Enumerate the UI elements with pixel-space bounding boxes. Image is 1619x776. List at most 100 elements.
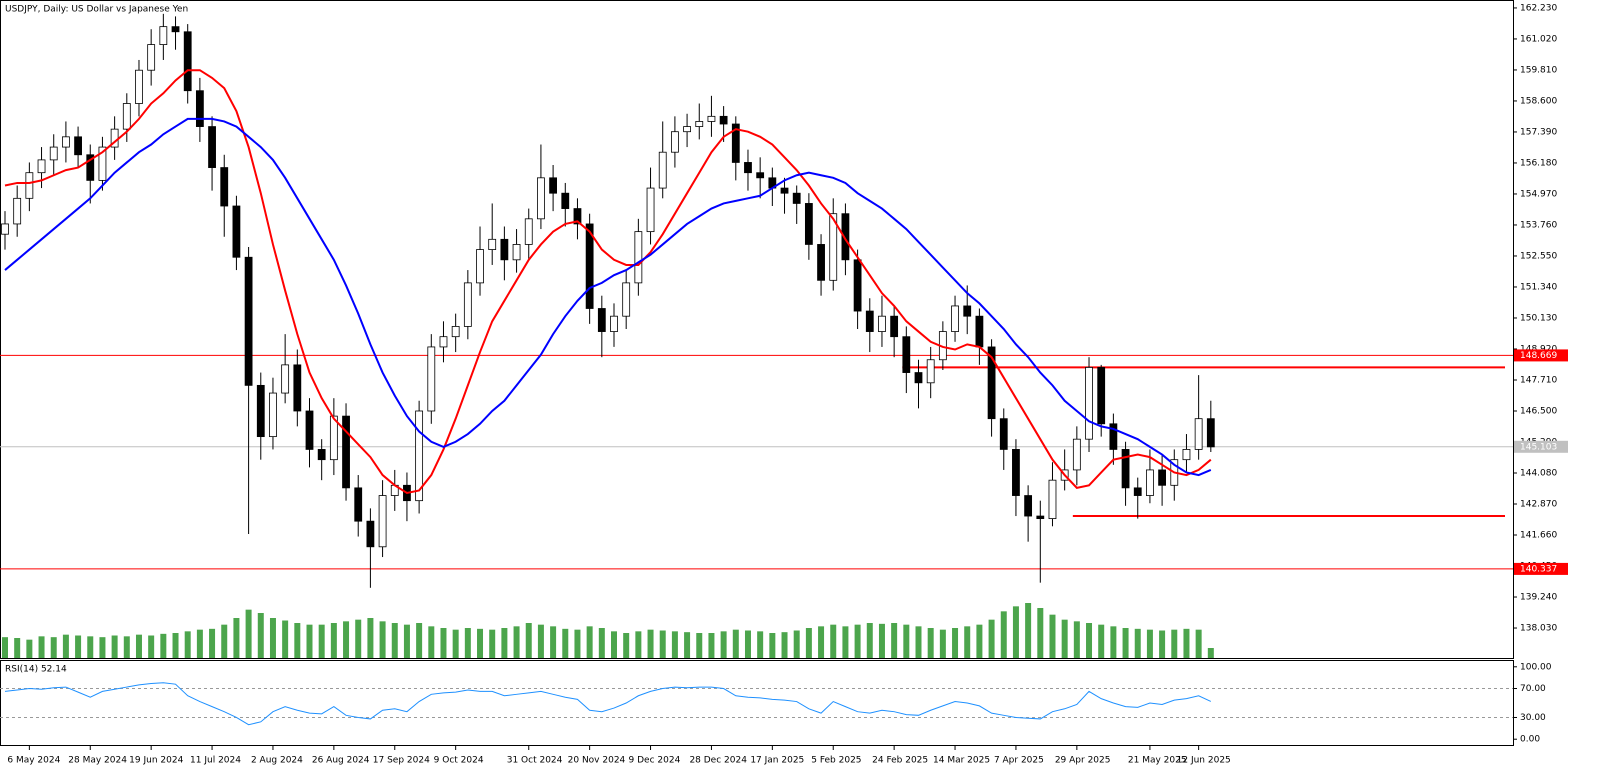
y-tick-label: 70.00	[1520, 684, 1546, 694]
candle-body	[1048, 479, 1057, 520]
candle-body	[658, 151, 667, 189]
volume-bar	[148, 635, 155, 658]
x-tick-label: 5 Feb 2025	[811, 756, 861, 766]
candle-body	[1072, 438, 1081, 471]
candle-body	[293, 364, 302, 412]
candle-body	[244, 256, 253, 386]
candle-body	[232, 205, 241, 258]
volume-bar	[927, 628, 934, 658]
volume-bar	[671, 631, 678, 658]
candle-body	[1194, 418, 1203, 450]
volume-bar	[62, 634, 69, 658]
x-tick-label: 28 May 2024	[68, 756, 127, 766]
volume-bar	[330, 623, 337, 658]
volume-bar	[221, 624, 228, 658]
candle-body	[1206, 418, 1215, 448]
volume-bar	[99, 637, 106, 658]
volume-bar	[818, 626, 825, 658]
volume-bar	[769, 633, 776, 658]
candle-body	[1085, 367, 1093, 440]
volume-bar	[379, 621, 386, 658]
y-tick-label: 142.870	[1520, 500, 1557, 510]
volume-bar	[1134, 628, 1141, 658]
volume-bar	[537, 624, 544, 658]
volume-bar	[209, 628, 216, 658]
volume-bar	[903, 624, 910, 658]
candle-body	[1146, 469, 1154, 496]
volume-bar	[477, 628, 484, 658]
x-tick-label: 24 Feb 2025	[872, 756, 928, 766]
volume-bar	[452, 629, 459, 658]
candle-body	[1109, 423, 1118, 450]
volume-bar	[196, 629, 203, 658]
volume-bar	[976, 624, 983, 658]
y-tick-label: 144.080	[1520, 469, 1557, 479]
candle-body	[208, 126, 216, 168]
x-tick-label: 26 Aug 2024	[312, 756, 370, 766]
candle-body	[147, 44, 156, 71]
last-price-bg	[1514, 440, 1568, 453]
candle-body	[987, 346, 996, 420]
candle-body	[366, 520, 375, 548]
candle-body	[512, 244, 521, 261]
level-label-bg	[1514, 349, 1568, 362]
level-label: 148.669	[1520, 351, 1557, 361]
candle-body	[500, 238, 509, 261]
candle-body	[646, 187, 655, 233]
y-tick-label: 161.020	[1520, 34, 1557, 44]
candle-body	[1012, 449, 1020, 496]
volume-bar	[75, 635, 82, 658]
candle-body	[829, 213, 838, 281]
volume-bar	[1098, 624, 1105, 658]
candle-body	[354, 487, 363, 522]
candle-body	[622, 282, 631, 317]
x-tick-label: 17 Sep 2024	[373, 756, 430, 766]
volume-bar	[464, 628, 471, 658]
volume-bar	[684, 632, 691, 658]
volume-bar	[781, 632, 788, 658]
y-tick-label: 138.030	[1520, 624, 1557, 634]
volume-bar	[160, 633, 167, 658]
candle-body	[707, 115, 716, 122]
volume-bar	[391, 623, 398, 658]
y-tick-label: 146.500	[1520, 406, 1557, 416]
x-tick-label: 9 Oct 2024	[434, 756, 484, 766]
x-tick-label: 14 Mar 2025	[933, 756, 990, 766]
y-tick-label: 159.810	[1520, 65, 1557, 75]
candle-body	[25, 172, 34, 199]
volume-bar	[586, 626, 593, 658]
volume-bar	[939, 629, 946, 658]
level-label: 140.337	[1520, 564, 1557, 574]
y-tick-label: 150.130	[1520, 313, 1557, 323]
candle-body	[476, 249, 484, 284]
price-pane	[0, 0, 1514, 659]
level-label-bg	[1514, 562, 1568, 575]
candle-body	[1133, 487, 1142, 496]
volume-bar	[416, 623, 423, 658]
candle-body	[269, 392, 277, 438]
candle-body	[171, 26, 180, 33]
volume-bar	[720, 631, 727, 658]
volume-bar	[647, 629, 654, 658]
volume-bar	[1061, 619, 1068, 658]
rsi-line	[4, 682, 1212, 726]
y-tick-label: 153.760	[1520, 220, 1557, 230]
volume-bar	[440, 628, 447, 658]
candle-body	[853, 259, 862, 312]
candle-body	[756, 172, 765, 179]
volume-bar	[525, 623, 532, 658]
x-tick-label: 9 Dec 2024	[629, 756, 681, 766]
volume-bar	[172, 633, 179, 658]
x-tick-label: 2 Aug 2024	[251, 756, 303, 766]
volume-bar	[1110, 626, 1117, 658]
volume-bar	[184, 631, 191, 658]
volume-bar	[257, 613, 264, 658]
rsi-pane	[0, 660, 1514, 746]
volume-bar	[1146, 629, 1153, 658]
candle-body	[305, 410, 314, 450]
candle-body	[439, 336, 448, 348]
candle-body	[427, 346, 436, 412]
volume-bar	[1000, 611, 1007, 658]
candle-body	[195, 90, 204, 127]
